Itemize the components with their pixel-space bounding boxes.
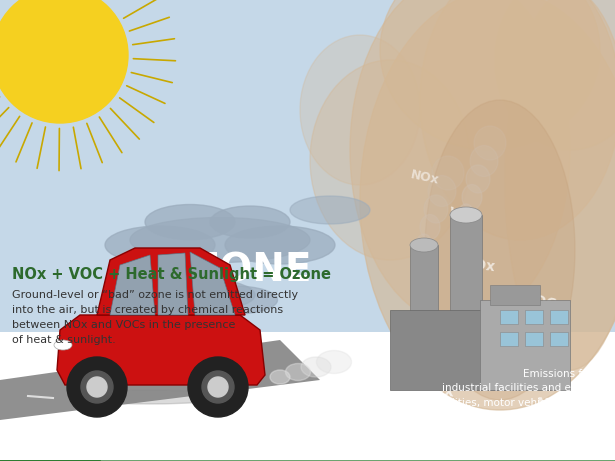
Text: NOx + VOC + Heat & Sunlight = Ozone: NOx + VOC + Heat & Sunlight = Ozone	[12, 267, 331, 283]
Text: NOx: NOx	[418, 380, 455, 399]
Circle shape	[188, 357, 248, 417]
Ellipse shape	[125, 278, 255, 313]
Bar	[525, 310, 543, 324]
Text: NOx: NOx	[220, 348, 254, 366]
Ellipse shape	[428, 176, 456, 207]
Ellipse shape	[432, 156, 464, 190]
Ellipse shape	[410, 238, 438, 252]
Ellipse shape	[285, 364, 311, 380]
Text: NOx: NOx	[409, 168, 440, 187]
Ellipse shape	[270, 370, 290, 384]
Polygon shape	[190, 252, 235, 315]
Ellipse shape	[466, 165, 490, 193]
Bar	[550, 310, 568, 324]
Ellipse shape	[103, 286, 188, 314]
Text: NOx: NOx	[461, 318, 498, 337]
Ellipse shape	[290, 196, 370, 224]
Ellipse shape	[225, 226, 335, 264]
Bar	[500, 332, 518, 346]
Text: Emissions from
industrial facilities and electric
utilities, motor vehicle exhau: Emissions from industrial facilities and…	[353, 369, 603, 451]
Ellipse shape	[145, 205, 235, 240]
Polygon shape	[110, 255, 155, 315]
Ellipse shape	[192, 286, 277, 314]
Bar	[550, 332, 568, 346]
Polygon shape	[97, 248, 245, 315]
Bar	[525, 332, 543, 346]
Text: NOx: NOx	[535, 396, 572, 415]
Ellipse shape	[317, 350, 352, 373]
Circle shape	[67, 357, 127, 417]
Ellipse shape	[424, 195, 448, 223]
Ellipse shape	[450, 207, 482, 223]
Ellipse shape	[495, 0, 615, 150]
Ellipse shape	[505, 0, 615, 370]
Bar	[390, 310, 550, 390]
Circle shape	[202, 371, 234, 403]
Circle shape	[87, 377, 107, 397]
Ellipse shape	[360, 0, 615, 410]
Ellipse shape	[458, 204, 474, 226]
Ellipse shape	[470, 146, 498, 177]
Text: VOC: VOC	[446, 206, 482, 228]
Text: VOC: VOC	[261, 394, 298, 413]
Ellipse shape	[210, 206, 290, 238]
Text: NOx: NOx	[462, 256, 497, 274]
Text: VOC: VOC	[364, 409, 405, 430]
Ellipse shape	[54, 340, 72, 350]
Circle shape	[208, 377, 228, 397]
Text: VOC: VOC	[524, 292, 558, 312]
Circle shape	[81, 371, 113, 403]
Ellipse shape	[130, 218, 310, 262]
Text: VOC: VOC	[472, 409, 512, 430]
Bar	[410, 245, 438, 340]
Polygon shape	[158, 253, 188, 315]
Polygon shape	[0, 340, 320, 420]
Bar	[490, 285, 540, 305]
Ellipse shape	[105, 226, 215, 264]
Ellipse shape	[416, 234, 432, 256]
Ellipse shape	[420, 214, 440, 240]
Ellipse shape	[71, 390, 228, 404]
Ellipse shape	[474, 126, 506, 160]
Text: OZONE: OZONE	[158, 251, 312, 289]
Ellipse shape	[301, 357, 331, 377]
Bar	[480, 300, 570, 390]
Ellipse shape	[350, 0, 570, 325]
Bar	[450, 215, 482, 340]
Polygon shape	[57, 315, 265, 385]
Ellipse shape	[300, 35, 420, 185]
Ellipse shape	[310, 60, 470, 260]
Bar	[0, 332, 338, 461]
Ellipse shape	[425, 100, 575, 400]
Circle shape	[0, 0, 128, 123]
Text: VOC: VOC	[510, 347, 548, 368]
Bar	[0, 0, 615, 332]
Bar	[500, 310, 518, 324]
Ellipse shape	[380, 0, 600, 150]
Ellipse shape	[462, 184, 482, 209]
Text: VOC: VOC	[303, 350, 336, 364]
Ellipse shape	[420, 0, 615, 240]
Text: Ground-level or “bad” ozone is not emitted directly
into the air, but is created: Ground-level or “bad” ozone is not emitt…	[12, 290, 298, 345]
